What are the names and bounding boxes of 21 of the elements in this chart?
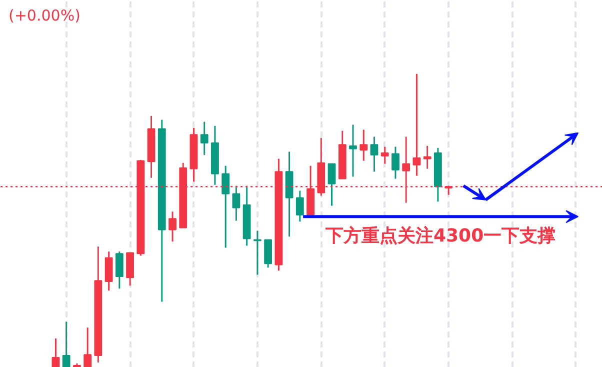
candlestick [392,146,400,180]
candlestick [52,338,60,367]
candlestick [328,162,336,206]
candlestick [412,73,421,177]
candlestick [380,146,389,164]
candlestick [423,145,432,170]
candlestick [232,185,240,222]
candlestick [62,320,70,367]
candlestick [84,326,92,367]
candlestick [296,190,304,222]
candlestick [168,210,176,242]
candlestick [222,165,230,248]
candlestick [360,128,368,162]
candlestick [370,136,378,172]
legend-label: 下方重点关注4300一下支撑 [324,226,556,246]
candlestick [200,121,208,156]
candlestick [264,239,272,268]
text: (+0.00%) [8,6,80,24]
candlestick [115,250,124,290]
candlestick [349,124,357,178]
candlestick [104,250,113,292]
